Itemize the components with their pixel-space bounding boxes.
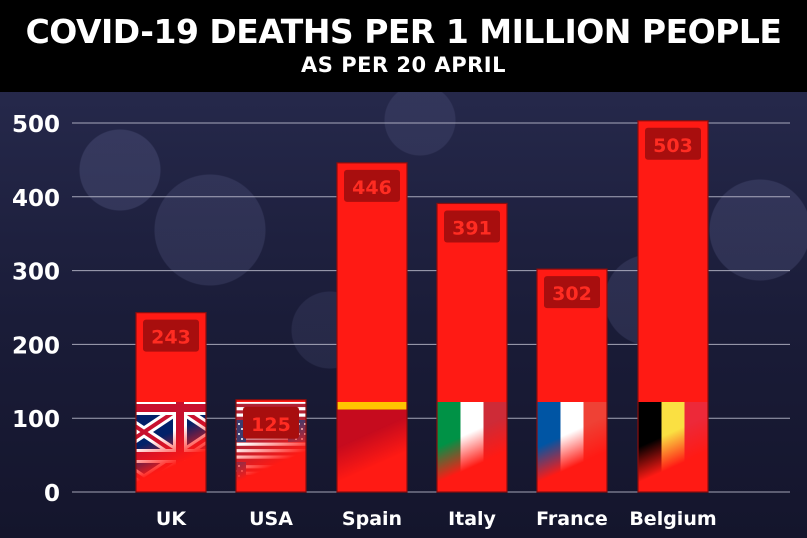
bar-fade [337, 402, 407, 492]
bar-outline [637, 120, 709, 493]
bar-fade [537, 402, 607, 492]
bar-outline [536, 268, 608, 493]
x-tick-label: Spain [342, 508, 402, 530]
bar [337, 162, 407, 402]
data-label: 243 [151, 327, 191, 349]
data-label: 125 [251, 414, 291, 436]
y-tick-label: 500 [12, 112, 60, 138]
bar [638, 120, 708, 402]
bar [236, 399, 306, 402]
bar-outline [436, 202, 508, 493]
chart-title: COVID-19 DEATHS PER 1 MILLION PEOPLE [25, 12, 782, 51]
y-tick-label: 400 [12, 186, 60, 212]
bar-group-belgium: 503 [637, 120, 709, 493]
y-tick-label: 0 [44, 481, 60, 507]
y-tick-label: 300 [12, 260, 60, 286]
data-label: 503 [653, 135, 693, 157]
bar-group-spain: 446 [336, 162, 408, 493]
bar-outline [135, 312, 207, 493]
y-tick-label: 200 [12, 333, 60, 359]
x-tick-label: UK [156, 508, 187, 530]
x-tick-label: Belgium [629, 508, 716, 530]
bar-outline [336, 162, 408, 493]
bar-fade [638, 402, 708, 492]
title-band: COVID-19 DEATHS PER 1 MILLION PEOPLE AS … [0, 0, 807, 92]
data-label-box [645, 127, 701, 160]
y-axis: 0 100 200 300 400 500 [12, 112, 60, 507]
bar-group-italy: 391 [436, 202, 508, 493]
data-label-box [544, 276, 600, 309]
bar-fade [136, 402, 206, 492]
data-label-box [143, 319, 199, 352]
bar-group-usa: 125 [235, 399, 307, 493]
data-label-box [243, 406, 299, 439]
x-axis: UK USA Spain Italy France Belgium [156, 508, 717, 530]
data-label-box [344, 169, 400, 202]
data-label-box [444, 210, 500, 243]
x-tick-label: Italy [448, 508, 496, 530]
data-label: 391 [452, 217, 492, 239]
data-label: 302 [552, 283, 592, 305]
y-tick-label: 100 [12, 407, 60, 433]
chart-subtitle: AS PER 20 APRIL [301, 53, 506, 77]
x-tick-label: USA [249, 508, 293, 530]
bar-group-france: 302 [536, 268, 608, 493]
x-tick-label: France [536, 508, 608, 530]
bar-fade [437, 402, 507, 492]
bars: 243 125 446 391 302 503 [135, 120, 709, 493]
bar-group-uk: 243 [135, 312, 207, 493]
data-label: 446 [352, 177, 392, 199]
bar-outline [235, 399, 307, 493]
